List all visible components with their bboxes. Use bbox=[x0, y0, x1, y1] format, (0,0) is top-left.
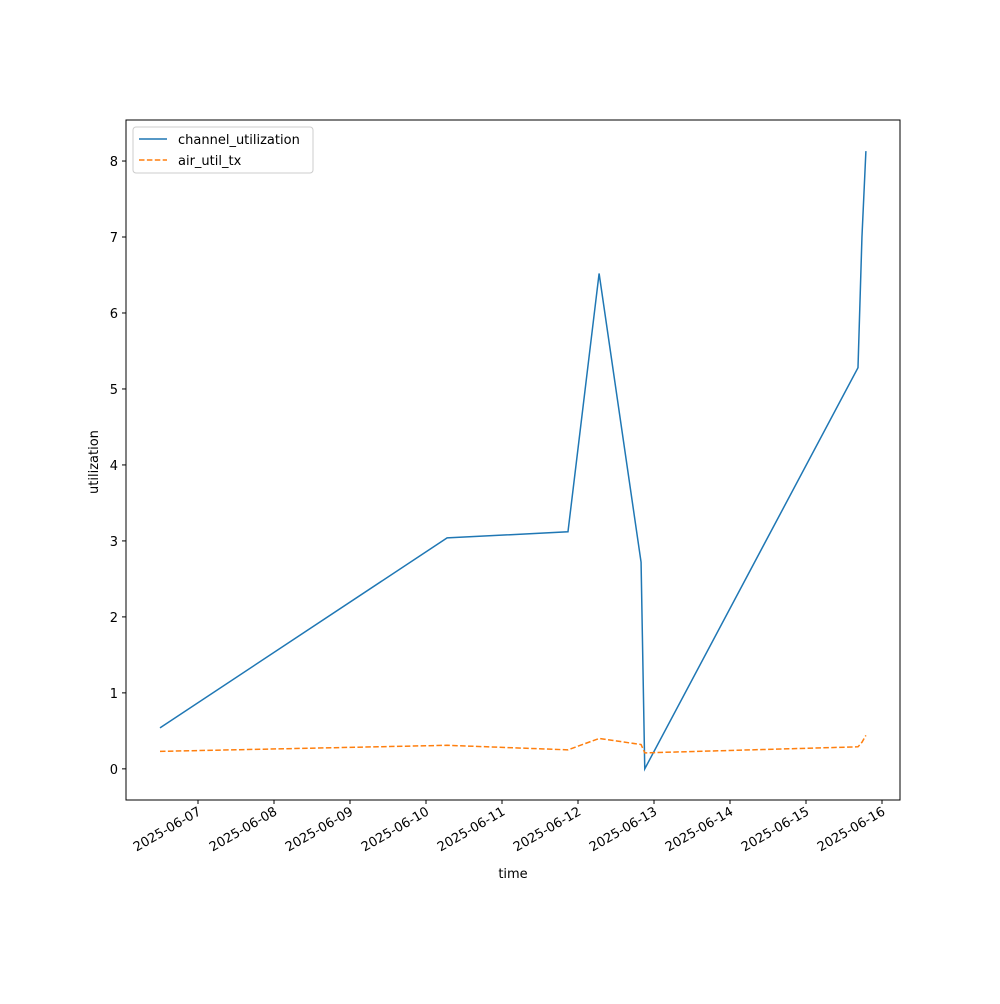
data-line bbox=[159, 735, 867, 754]
x-tick-label: 2025-06-07 bbox=[131, 804, 204, 855]
legend-label: channel_utilization bbox=[178, 133, 300, 148]
x-tick-label: 2025-06-11 bbox=[435, 804, 508, 855]
x-tick-label: 2025-06-16 bbox=[815, 804, 888, 855]
y-tick-label: 4 bbox=[110, 459, 118, 474]
legend-label: air_util_tx bbox=[178, 154, 242, 169]
x-tick-label: 2025-06-14 bbox=[663, 804, 736, 855]
x-axis-label: time bbox=[498, 867, 527, 882]
plot-frame bbox=[125, 119, 901, 801]
y-tick-label: 2 bbox=[110, 611, 118, 626]
y-tick-label: 8 bbox=[110, 155, 118, 170]
data-line bbox=[159, 151, 867, 772]
legend-box bbox=[132, 126, 314, 174]
x-tick-label: 2025-06-09 bbox=[283, 804, 356, 855]
y-tick-label: 6 bbox=[110, 307, 118, 322]
x-tick-label: 2025-06-08 bbox=[207, 804, 280, 855]
x-tick-label: 2025-06-13 bbox=[587, 804, 660, 855]
y-tick-label: 5 bbox=[110, 383, 118, 398]
x-tick-label: 2025-06-15 bbox=[739, 804, 812, 855]
x-tick-label: 2025-06-10 bbox=[359, 804, 432, 855]
y-axis-label: utilization bbox=[87, 430, 102, 494]
y-tick-label: 7 bbox=[110, 231, 118, 246]
y-tick-label: 1 bbox=[110, 687, 118, 702]
x-tick-label: 2025-06-12 bbox=[511, 804, 584, 855]
y-tick-label: 3 bbox=[110, 535, 118, 550]
y-tick-label: 0 bbox=[110, 763, 118, 778]
